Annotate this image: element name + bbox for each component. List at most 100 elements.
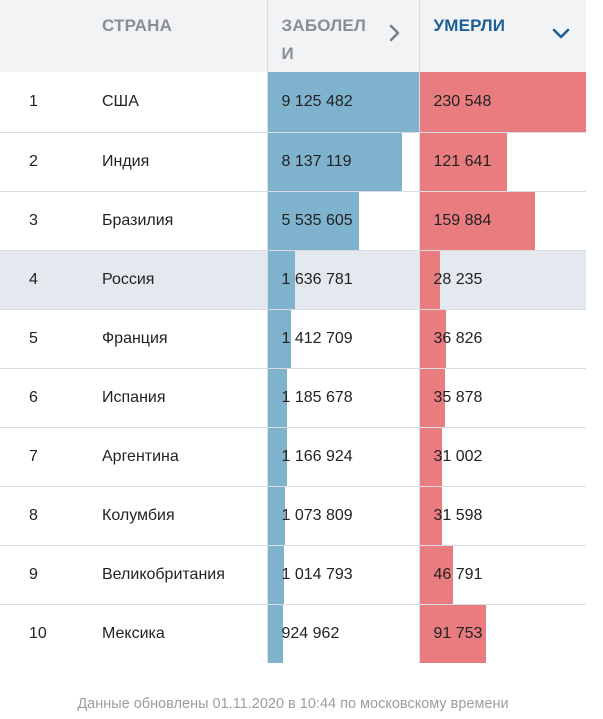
rank-cell: 10	[0, 603, 88, 663]
country-cell: Великобритания	[88, 544, 267, 604]
deaths-cell: 230 548	[418, 72, 586, 132]
table-row[interactable]: 6 Испания 1 185 678 35 878	[0, 367, 586, 427]
cases-bar	[267, 132, 403, 191]
deaths-bar	[419, 486, 443, 545]
rank-cell: 7	[0, 426, 88, 486]
deaths-cell: 31 002	[418, 426, 586, 486]
country-cell: Россия	[88, 249, 267, 309]
header-row: СТРАНА ЗАБОЛЕЛИ УМЕРЛИ	[0, 0, 586, 72]
cases-value: 5 535 605	[281, 211, 353, 229]
cases-bar	[267, 604, 283, 663]
rank-cell: 9	[0, 544, 88, 604]
deaths-cell: 91 753	[418, 603, 586, 663]
cases-cell: 1 636 781	[266, 249, 419, 309]
deaths-value: 28 235	[433, 270, 483, 288]
deaths-header-label: УМЕРЛИ	[433, 16, 506, 35]
deaths-cell: 121 641	[418, 131, 586, 191]
country-cell: Бразилия	[88, 190, 267, 250]
cases-bar	[267, 250, 295, 309]
deaths-value: 121 641	[433, 152, 492, 170]
rank-cell: 2	[0, 131, 88, 191]
deaths-value: 230 548	[433, 92, 492, 110]
cases-value: 1 185 678	[281, 388, 353, 406]
cases-bar	[267, 72, 419, 132]
deaths-cell: 35 878	[418, 367, 586, 427]
deaths-bar	[419, 545, 454, 604]
cases-value: 1 014 793	[281, 565, 353, 583]
update-note: Данные обновлены 01.11.2020 в 10:44 по м…	[77, 696, 509, 712]
deaths-value: 31 598	[433, 506, 483, 524]
deaths-bar	[419, 191, 535, 250]
cases-cell: 5 535 605	[266, 190, 419, 250]
table-row[interactable]: 8 Колумбия 1 073 809 31 598	[0, 485, 586, 545]
deaths-bar	[419, 604, 486, 663]
cases-bar	[267, 545, 285, 604]
chevron-right-icon[interactable]	[383, 22, 405, 44]
cases-value: 924 962	[281, 624, 340, 642]
deaths-value: 36 826	[433, 329, 483, 347]
cases-header-label: ЗАБОЛЕЛИ	[281, 16, 367, 63]
deaths-value: 91 753	[433, 624, 483, 642]
country-header-label: СТРАНА	[102, 16, 173, 35]
rank-cell: 8	[0, 485, 88, 545]
deaths-bar	[419, 72, 586, 132]
cases-value: 1 166 924	[281, 447, 353, 465]
cases-bar	[267, 191, 360, 250]
table-row[interactable]: 9 Великобритания 1 014 793 46 791	[0, 544, 586, 604]
country-cell: Индия	[88, 131, 267, 191]
deaths-cell: 159 884	[418, 190, 586, 250]
cases-bar	[267, 486, 286, 545]
cases-cell: 1 166 924	[266, 426, 419, 486]
country-cell: США	[102, 92, 139, 110]
rank-cell: 5	[0, 308, 88, 368]
cases-bar	[267, 368, 288, 427]
deaths-cell: 36 826	[418, 308, 586, 368]
rank-header	[0, 0, 88, 72]
deaths-value: 46 791	[433, 565, 483, 583]
country-cell: Аргентина	[88, 426, 267, 486]
deaths-cell: 31 598	[418, 485, 586, 545]
cases-cell: 9 125 482	[266, 72, 419, 132]
stats-table: СТРАНА ЗАБОЛЕЛИ УМЕРЛИ 1 США 9 125 482 230 …	[0, 0, 586, 663]
country-header[interactable]: СТРАНА	[88, 0, 267, 72]
cases-cell: 924 962	[266, 603, 419, 663]
country-cell: Франция	[88, 308, 267, 368]
rank-cell: 3	[0, 190, 88, 250]
table-body: 1 США 9 125 482 230 548 2 Индия 8 137 119 121 6…	[0, 72, 586, 663]
cases-value: 9 125 482	[281, 92, 353, 110]
deaths-value: 35 878	[433, 388, 483, 406]
cases-header[interactable]: ЗАБОЛЕЛИ	[266, 0, 419, 72]
cases-cell: 1 073 809	[266, 485, 419, 545]
table-row[interactable]: 2 Индия 8 137 119 121 641	[0, 131, 586, 191]
cases-cell: 8 137 119	[266, 131, 419, 191]
rank-cell: 6	[0, 367, 88, 427]
cases-bar	[267, 427, 287, 486]
cases-cell: 1 014 793	[266, 544, 419, 604]
cases-bar	[267, 309, 291, 368]
chevron-down-icon[interactable]	[550, 22, 572, 44]
table-row[interactable]: 7 Аргентина 1 166 924 31 002	[0, 426, 586, 486]
table-row[interactable]: 10 Мексика 924 962 91 753	[0, 603, 586, 663]
cases-value: 1 636 781	[281, 270, 353, 288]
deaths-bar	[419, 309, 447, 368]
table-row[interactable]: 5 Франция 1 412 709 36 826	[0, 308, 586, 368]
rank-cell: 4	[0, 249, 88, 309]
cases-value: 1 412 709	[281, 329, 353, 347]
cases-cell: 1 185 678	[266, 367, 419, 427]
deaths-cell: 46 791	[418, 544, 586, 604]
deaths-header[interactable]: УМЕРЛИ	[418, 0, 586, 72]
deaths-value: 31 002	[433, 447, 483, 465]
deaths-bar	[419, 368, 446, 427]
country-cell: Испания	[88, 367, 267, 427]
table-row[interactable]: 1 США 9 125 482 230 548	[0, 72, 586, 132]
country-cell: Мексика	[88, 603, 267, 663]
country-cell: Колумбия	[88, 485, 267, 545]
table-row[interactable]: 3 Бразилия 5 535 605 159 884	[0, 190, 586, 250]
table-row[interactable]: 4 Россия 1 636 781 28 235	[0, 249, 586, 309]
deaths-cell: 28 235	[418, 249, 586, 309]
deaths-value: 159 884	[433, 211, 492, 229]
deaths-bar	[419, 132, 508, 191]
deaths-bar	[419, 250, 440, 309]
cases-value: 1 073 809	[281, 506, 353, 524]
